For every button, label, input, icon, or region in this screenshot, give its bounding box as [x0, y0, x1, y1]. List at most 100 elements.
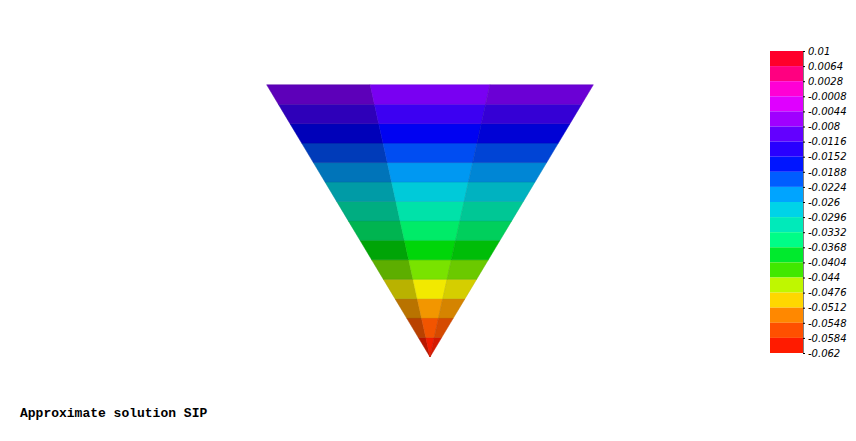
surface-band-right: [460, 201, 523, 220]
colorbar-tick-label: 0.0064: [808, 61, 843, 72]
colorbar-tick-mark: [803, 338, 805, 339]
surface-band-right: [456, 221, 512, 240]
colorbar-tick-label: -0.0152: [808, 151, 847, 162]
surface-band-front: [387, 163, 473, 182]
surface-band-right: [447, 260, 488, 279]
colorbar-tick-label: -0.0296: [808, 212, 847, 223]
colorbar-tick-mark: [803, 232, 805, 233]
colorbar-band: [770, 81, 803, 96]
colorbar-tick-mark: [803, 187, 805, 188]
colorbar-band: [770, 157, 803, 172]
colorbar-tick-mark: [803, 247, 805, 248]
surface-band-front: [404, 240, 455, 259]
colorbar-tick-label: -0.026: [808, 197, 840, 208]
colorbar-band: [770, 51, 803, 66]
surface-band-front: [374, 104, 485, 123]
surface-band-left: [278, 104, 378, 123]
colorbar-tick-label: -0.008: [808, 121, 840, 132]
colorbar-tick-mark: [803, 202, 805, 203]
surface-band-left: [360, 240, 409, 259]
colorbar-band: [770, 217, 803, 232]
colorbar-tick: -0.0404: [803, 257, 847, 268]
colorbar-tick-label: -0.0512: [808, 302, 847, 313]
surface-band-front: [396, 201, 464, 220]
colorbar-tick: -0.0584: [803, 333, 847, 344]
colorbar-band: [770, 308, 803, 323]
title: Approximate solution SIP: [20, 406, 207, 421]
colorbar-tick: -0.0368: [803, 242, 847, 253]
surface-band-left: [337, 201, 400, 220]
colorbar-tick-mark: [803, 262, 805, 263]
colorbar-tick-label: 0.01: [808, 46, 830, 57]
colorbar-tick-mark: [803, 278, 805, 279]
colorbar-tick: -0.0476: [803, 287, 847, 298]
colorbar-band: [770, 262, 803, 277]
surface: [267, 85, 594, 357]
surface-band-right: [469, 163, 547, 182]
colorbar-tick: -0.0116: [803, 136, 847, 147]
surface-band-left: [348, 221, 404, 240]
colorbar-tick-mark: [803, 81, 805, 82]
colorbar-band: [770, 278, 803, 293]
colorbar-tick: 0.01: [803, 46, 830, 57]
colorbar-axis: 0.010.00640.0028-0.0008-0.0044-0.008-0.0…: [803, 46, 847, 359]
colorbar-tick-mark: [803, 142, 805, 143]
colorbar-band: [770, 232, 803, 247]
colorbar-tick-mark: [803, 111, 805, 112]
colorbar-tick: -0.0296: [803, 212, 847, 223]
colorbar-tick: -0.0008: [803, 91, 847, 102]
colorbar-tick: -0.0188: [803, 167, 847, 178]
colorbar-tick-mark: [803, 66, 805, 67]
colorbar-tick: 0.0028: [803, 76, 843, 87]
surface-band-left: [302, 143, 388, 162]
colorbar-tick: -0.044: [803, 272, 840, 283]
surface-band-front: [400, 221, 460, 240]
surface-band-front: [370, 85, 490, 104]
surface-band-front: [383, 143, 477, 162]
colorbar-tick-mark: [803, 217, 805, 218]
surface-band-front: [409, 260, 452, 279]
surface-band-left: [372, 260, 413, 279]
surface-band-right: [434, 318, 453, 337]
colorbar-tick: -0.0152: [803, 151, 847, 162]
colorbar-band: [770, 338, 803, 353]
colorbar-tick: -0.0224: [803, 182, 847, 193]
colorbar-tick: 0.0064: [803, 61, 843, 72]
colorbar-tick: -0.0512: [803, 302, 847, 313]
colorbar-axis-line: [804, 52, 806, 354]
colorbar-tick: -0.026: [803, 197, 840, 208]
surface-band-left: [325, 182, 396, 201]
colorbar-band: [770, 187, 803, 202]
surface-band-right: [481, 104, 581, 123]
colorbar-band: [770, 172, 803, 187]
chart: 0.010.00640.0028-0.0008-0.0044-0.008-0.0…: [0, 0, 856, 441]
surface-band-right: [477, 124, 570, 143]
surface-band-right: [486, 85, 594, 104]
colorbar-tick-label: -0.0116: [808, 136, 847, 147]
surface-band-front: [392, 182, 469, 201]
colorbar-tick: -0.0548: [803, 318, 847, 329]
colorbar: [770, 51, 803, 353]
colorbar-tick-label: -0.0332: [808, 227, 847, 238]
colorbar-tick: -0.062: [803, 348, 840, 359]
surface-band-left: [313, 163, 391, 182]
colorbar-tick-mark: [803, 127, 805, 128]
colorbar-tick-label: -0.044: [808, 272, 840, 283]
colorbar-tick-mark: [803, 308, 805, 309]
colorbar-tick-mark: [803, 51, 805, 52]
surface-band-right: [473, 143, 559, 162]
colorbar-tick-label: -0.0008: [808, 91, 847, 102]
colorbar-tick: -0.008: [803, 121, 840, 132]
surface-band-left: [383, 279, 417, 298]
surface-band-right: [464, 182, 535, 201]
colorbar-tick-mark: [803, 323, 805, 324]
colorbar-band: [770, 323, 803, 338]
colorbar-band: [770, 202, 803, 217]
colorbar-tick-label: -0.0188: [808, 167, 847, 178]
surface-band-right: [430, 338, 442, 357]
colorbar-band: [770, 247, 803, 262]
surface-band-front: [379, 124, 482, 143]
colorbar-tick-label: -0.062: [808, 348, 840, 359]
colorbar-tick-label: -0.0404: [808, 257, 847, 268]
colorbar-tick-label: -0.0224: [808, 182, 847, 193]
